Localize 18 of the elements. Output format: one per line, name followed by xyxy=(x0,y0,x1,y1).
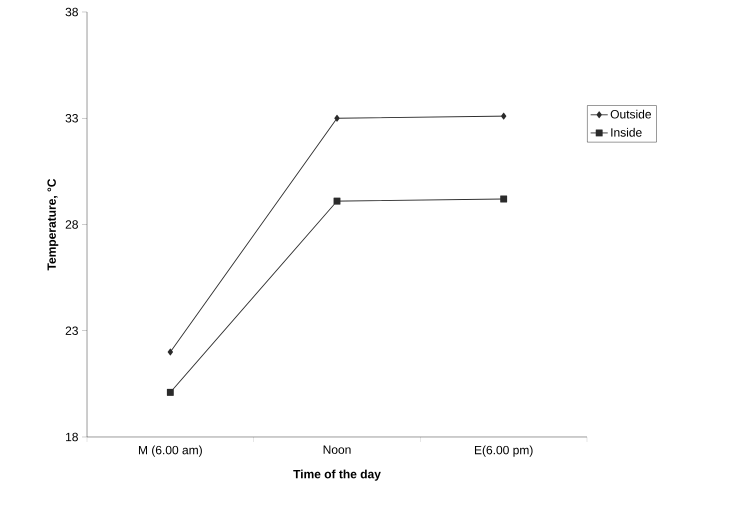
point xyxy=(166,388,174,396)
x-axis-title: Time of the day xyxy=(293,470,381,481)
y-tick-label: 23 xyxy=(66,326,78,335)
x-tick-label: Noon xyxy=(324,446,351,454)
point xyxy=(334,114,340,122)
point xyxy=(500,196,508,202)
legend-label: Inside xyxy=(611,128,642,137)
point xyxy=(168,348,174,356)
x-tick-label: E(6.00 pm) xyxy=(474,446,533,457)
y-tick-label: 18 xyxy=(66,432,78,442)
legend-label: Outside xyxy=(610,110,651,118)
x-tick-label: M (6.00 am) xyxy=(138,446,202,457)
y-tick-label: 38 xyxy=(66,8,78,16)
point xyxy=(500,112,506,120)
y-tick-label: 33 xyxy=(66,114,78,122)
y-tick-label: 28 xyxy=(66,220,78,229)
point xyxy=(334,198,340,205)
y-axis-title: Temperature, °C xyxy=(47,178,58,270)
